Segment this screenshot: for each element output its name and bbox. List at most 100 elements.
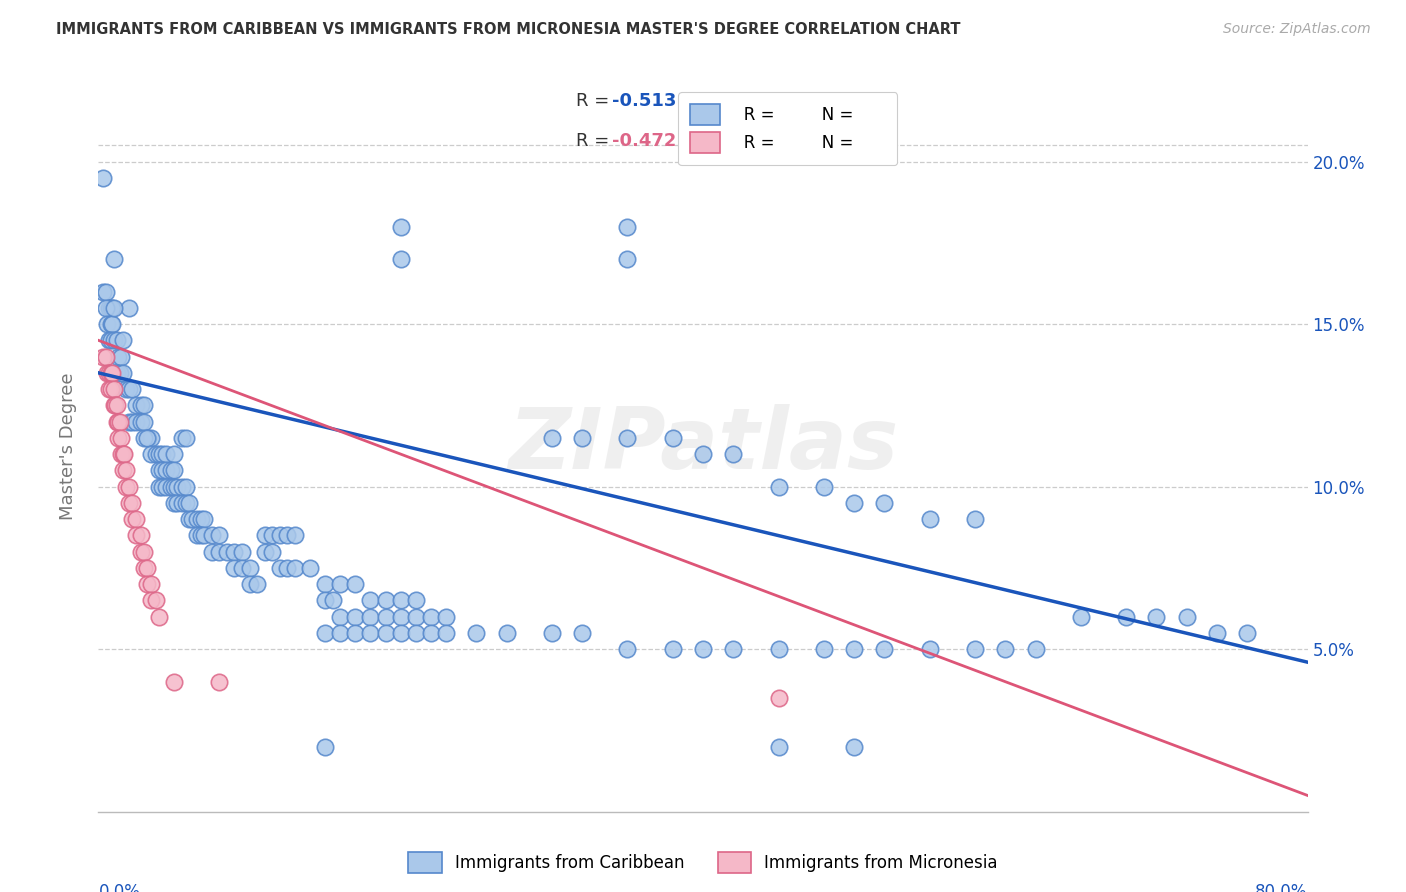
Text: IMMIGRANTS FROM CARIBBEAN VS IMMIGRANTS FROM MICRONESIA MASTER'S DEGREE CORRELAT: IMMIGRANTS FROM CARIBBEAN VS IMMIGRANTS … [56, 22, 960, 37]
Point [186, 528, 208, 542]
Point [108, 366, 131, 380]
Point [129, 528, 152, 542]
Point [360, 593, 382, 607]
Point [813, 642, 835, 657]
Point [112, 447, 135, 461]
Point [114, 463, 136, 477]
Point [121, 415, 143, 429]
Point [98, 301, 121, 315]
Point [163, 480, 186, 494]
Point [389, 609, 412, 624]
Point [125, 398, 148, 412]
Point [98, 366, 121, 380]
Point [434, 626, 457, 640]
Point [231, 544, 253, 558]
Point [129, 415, 152, 429]
Point [166, 480, 188, 494]
Point [129, 398, 152, 412]
Point [91, 350, 114, 364]
Point [322, 593, 344, 607]
Point [155, 463, 177, 477]
Point [276, 528, 298, 542]
Point [118, 480, 141, 494]
Point [118, 415, 141, 429]
Point [329, 577, 352, 591]
Point [465, 626, 488, 640]
Point [100, 334, 122, 348]
Point [420, 626, 443, 640]
Point [389, 593, 412, 607]
Point [125, 512, 148, 526]
Point [150, 447, 173, 461]
Point [918, 512, 941, 526]
Text: ZIPatlas: ZIPatlas [508, 404, 898, 488]
Point [98, 334, 121, 348]
Point [105, 398, 128, 412]
Point [495, 626, 517, 640]
Point [190, 528, 212, 542]
Point [1236, 626, 1258, 640]
Point [201, 528, 224, 542]
Point [661, 431, 683, 445]
Point [141, 577, 163, 591]
Point [360, 626, 382, 640]
Point [179, 496, 201, 510]
Point [103, 382, 125, 396]
Text: 40: 40 [779, 132, 810, 150]
Point [107, 415, 129, 429]
Point [103, 301, 125, 315]
Point [132, 398, 155, 412]
Point [100, 301, 122, 315]
Point [103, 334, 125, 348]
Point [114, 382, 136, 396]
Point [420, 609, 443, 624]
Point [141, 431, 163, 445]
Point [132, 544, 155, 558]
Point [299, 561, 322, 575]
Point [148, 609, 170, 624]
Point [100, 317, 122, 331]
Point [389, 219, 412, 234]
Point [111, 447, 134, 461]
Point [768, 690, 790, 705]
Point [111, 334, 134, 348]
Point [114, 480, 136, 494]
Point [105, 366, 128, 380]
Point [239, 561, 262, 575]
Point [1144, 609, 1167, 624]
Point [145, 593, 167, 607]
Point [121, 382, 143, 396]
Point [1024, 642, 1046, 657]
Point [344, 609, 367, 624]
Point [186, 512, 208, 526]
Point [132, 561, 155, 575]
Point [148, 480, 170, 494]
Point [190, 512, 212, 526]
Point [692, 447, 714, 461]
Point [170, 496, 193, 510]
Point [616, 219, 638, 234]
Point [121, 496, 143, 510]
Point [179, 512, 201, 526]
Point [253, 528, 276, 542]
Point [201, 544, 224, 558]
Text: R =: R = [576, 92, 614, 110]
Legend: Immigrants from Caribbean, Immigrants from Micronesia: Immigrants from Caribbean, Immigrants fr… [402, 846, 1004, 880]
Point [224, 544, 246, 558]
Point [181, 512, 204, 526]
Point [107, 350, 129, 364]
Text: N =: N = [740, 132, 779, 150]
Point [101, 317, 124, 331]
Point [994, 642, 1017, 657]
Point [110, 447, 132, 461]
Point [91, 170, 114, 185]
Text: 147: 147 [779, 92, 817, 110]
Point [101, 301, 124, 315]
Point [132, 415, 155, 429]
Point [873, 496, 896, 510]
Point [118, 301, 141, 315]
Point [768, 739, 790, 754]
Point [389, 252, 412, 266]
Point [389, 626, 412, 640]
Point [166, 496, 188, 510]
